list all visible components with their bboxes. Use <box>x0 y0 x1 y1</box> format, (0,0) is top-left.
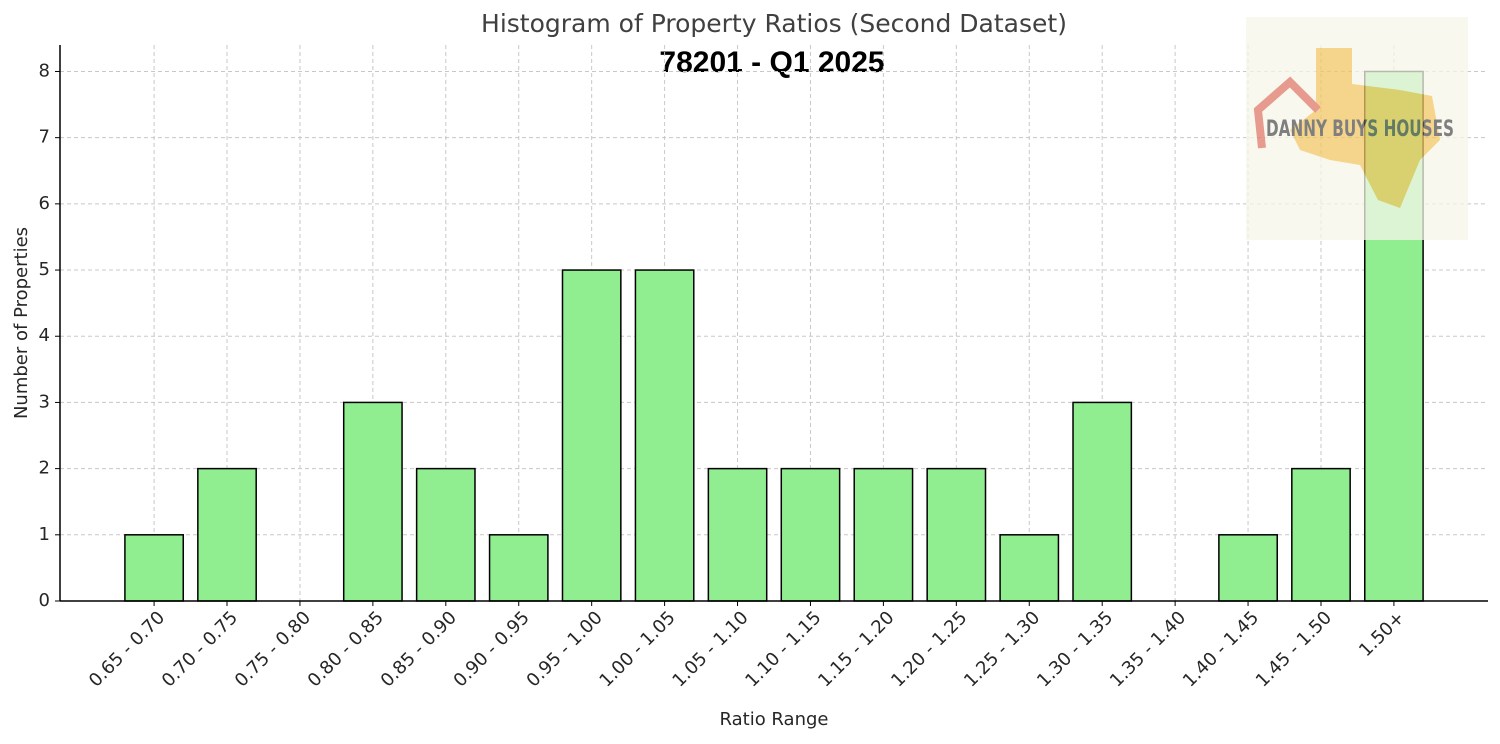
x-tick-label: 1.30 - 1.35 <box>1033 607 1117 691</box>
x-tick-label: 0.70 - 0.75 <box>158 607 242 691</box>
x-axis-label: Ratio Range <box>720 709 829 730</box>
bar <box>561 269 622 602</box>
bar <box>1218 534 1278 602</box>
y-tick-label: 3 <box>39 391 50 412</box>
logo-text: DANNY BUYS HOUSES <box>1266 117 1454 142</box>
x-tick-label: 0.85 - 0.90 <box>377 607 461 691</box>
logo-house <box>1253 76 1321 149</box>
bar <box>342 401 403 602</box>
x-tick-label: 1.15 - 1.20 <box>814 607 898 691</box>
x-tick-label: 1.35 - 1.40 <box>1106 607 1190 691</box>
y-tick-label: 0 <box>39 590 50 611</box>
bar <box>124 534 185 602</box>
y-tick-label: 5 <box>39 259 50 280</box>
x-tick-label: 1.05 - 1.10 <box>668 607 752 691</box>
bar <box>780 467 841 602</box>
x-tick-label: 0.65 - 0.70 <box>85 607 169 691</box>
x-tick-label: 1.00 - 1.05 <box>595 607 679 691</box>
x-tick-label: 1.20 - 1.25 <box>887 607 971 691</box>
x-tick-label: 0.95 - 1.00 <box>523 607 607 691</box>
bar <box>853 467 914 602</box>
bar <box>926 467 987 602</box>
x-tick-label: 0.90 - 0.95 <box>450 607 534 691</box>
y-tick-label: 4 <box>39 325 50 346</box>
chart-title: Histogram of Property Ratios (Second Dat… <box>481 9 1067 38</box>
logo-map <box>1290 48 1440 208</box>
x-tick-label: 0.80 - 0.85 <box>304 607 388 691</box>
y-tick-label: 2 <box>39 458 50 479</box>
y-tick-label: 7 <box>39 127 50 148</box>
bar <box>999 534 1060 602</box>
y-tick-label: 8 <box>39 60 50 81</box>
y-tick-label: 1 <box>39 524 50 545</box>
x-tick-label: 1.25 - 1.30 <box>960 607 1044 691</box>
x-tick-label: 1.10 - 1.15 <box>741 607 825 691</box>
bar <box>1072 401 1133 602</box>
bar <box>488 534 549 602</box>
x-tick-label: 1.40 - 1.45 <box>1179 607 1263 691</box>
y-axis-label: Number of Properties <box>11 227 32 419</box>
x-tick-label: 0.75 - 0.80 <box>231 607 315 691</box>
bar <box>197 467 257 602</box>
chart-subtitle: 78201 - Q1 2025 <box>659 46 884 79</box>
logo: DANNY BUYS HOUSES <box>1246 17 1468 240</box>
y-tick-label: 6 <box>39 193 50 214</box>
bar <box>415 467 476 602</box>
x-tick-label: 1.50+ <box>1355 607 1409 661</box>
bar <box>707 467 768 602</box>
x-tick-label: 1.45 - 1.50 <box>1252 607 1336 691</box>
bar <box>1291 467 1351 602</box>
bar <box>634 269 695 602</box>
